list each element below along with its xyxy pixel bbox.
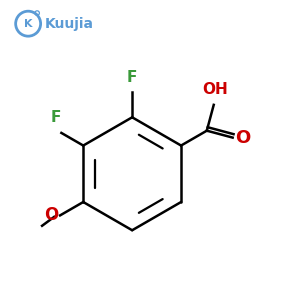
Text: OH: OH <box>202 82 228 98</box>
Text: O: O <box>44 206 58 224</box>
Text: K: K <box>24 19 32 29</box>
Text: F: F <box>50 110 61 125</box>
Text: F: F <box>127 70 137 85</box>
Text: Kuujia: Kuujia <box>45 17 94 31</box>
Text: O: O <box>236 129 251 147</box>
